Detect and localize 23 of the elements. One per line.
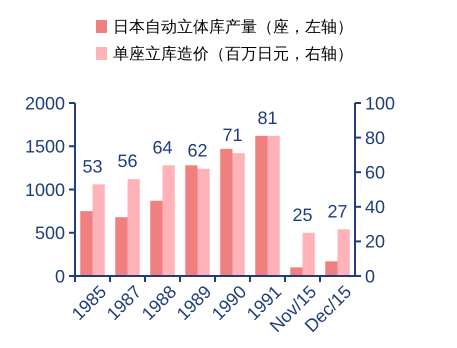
y2-tick-label: 40	[365, 197, 386, 218]
data-label: 81	[257, 108, 278, 128]
y2-tick-label: 20	[365, 232, 386, 252]
bar	[338, 229, 350, 276]
y-tick-label: 1500	[24, 136, 65, 157]
data-label: 64	[152, 137, 173, 158]
data-label: 56	[117, 151, 138, 172]
legend-label: 日本自动立体库产量（座，左轴）	[113, 18, 353, 36]
y2-tick-label: 80	[365, 128, 386, 148]
data-label: 71	[222, 125, 243, 146]
data-label: 62	[187, 140, 208, 161]
y-tick-label: 2000	[24, 93, 65, 114]
bar	[302, 232, 315, 276]
y-tick-label: 1000	[24, 180, 65, 200]
y-tick-label: 500	[34, 223, 65, 244]
y-tick-label: 0	[54, 266, 65, 286]
data-label: 27	[327, 201, 348, 222]
data-label: 25	[292, 204, 313, 225]
y2-tick-label: 100	[365, 93, 396, 114]
y2-tick-label: 60	[365, 162, 386, 182]
legend-label: 单座立库造价（百万日元，右轴）	[113, 45, 353, 63]
data-label: 53	[82, 156, 103, 176]
y2-tick-label: 0	[365, 266, 376, 286]
